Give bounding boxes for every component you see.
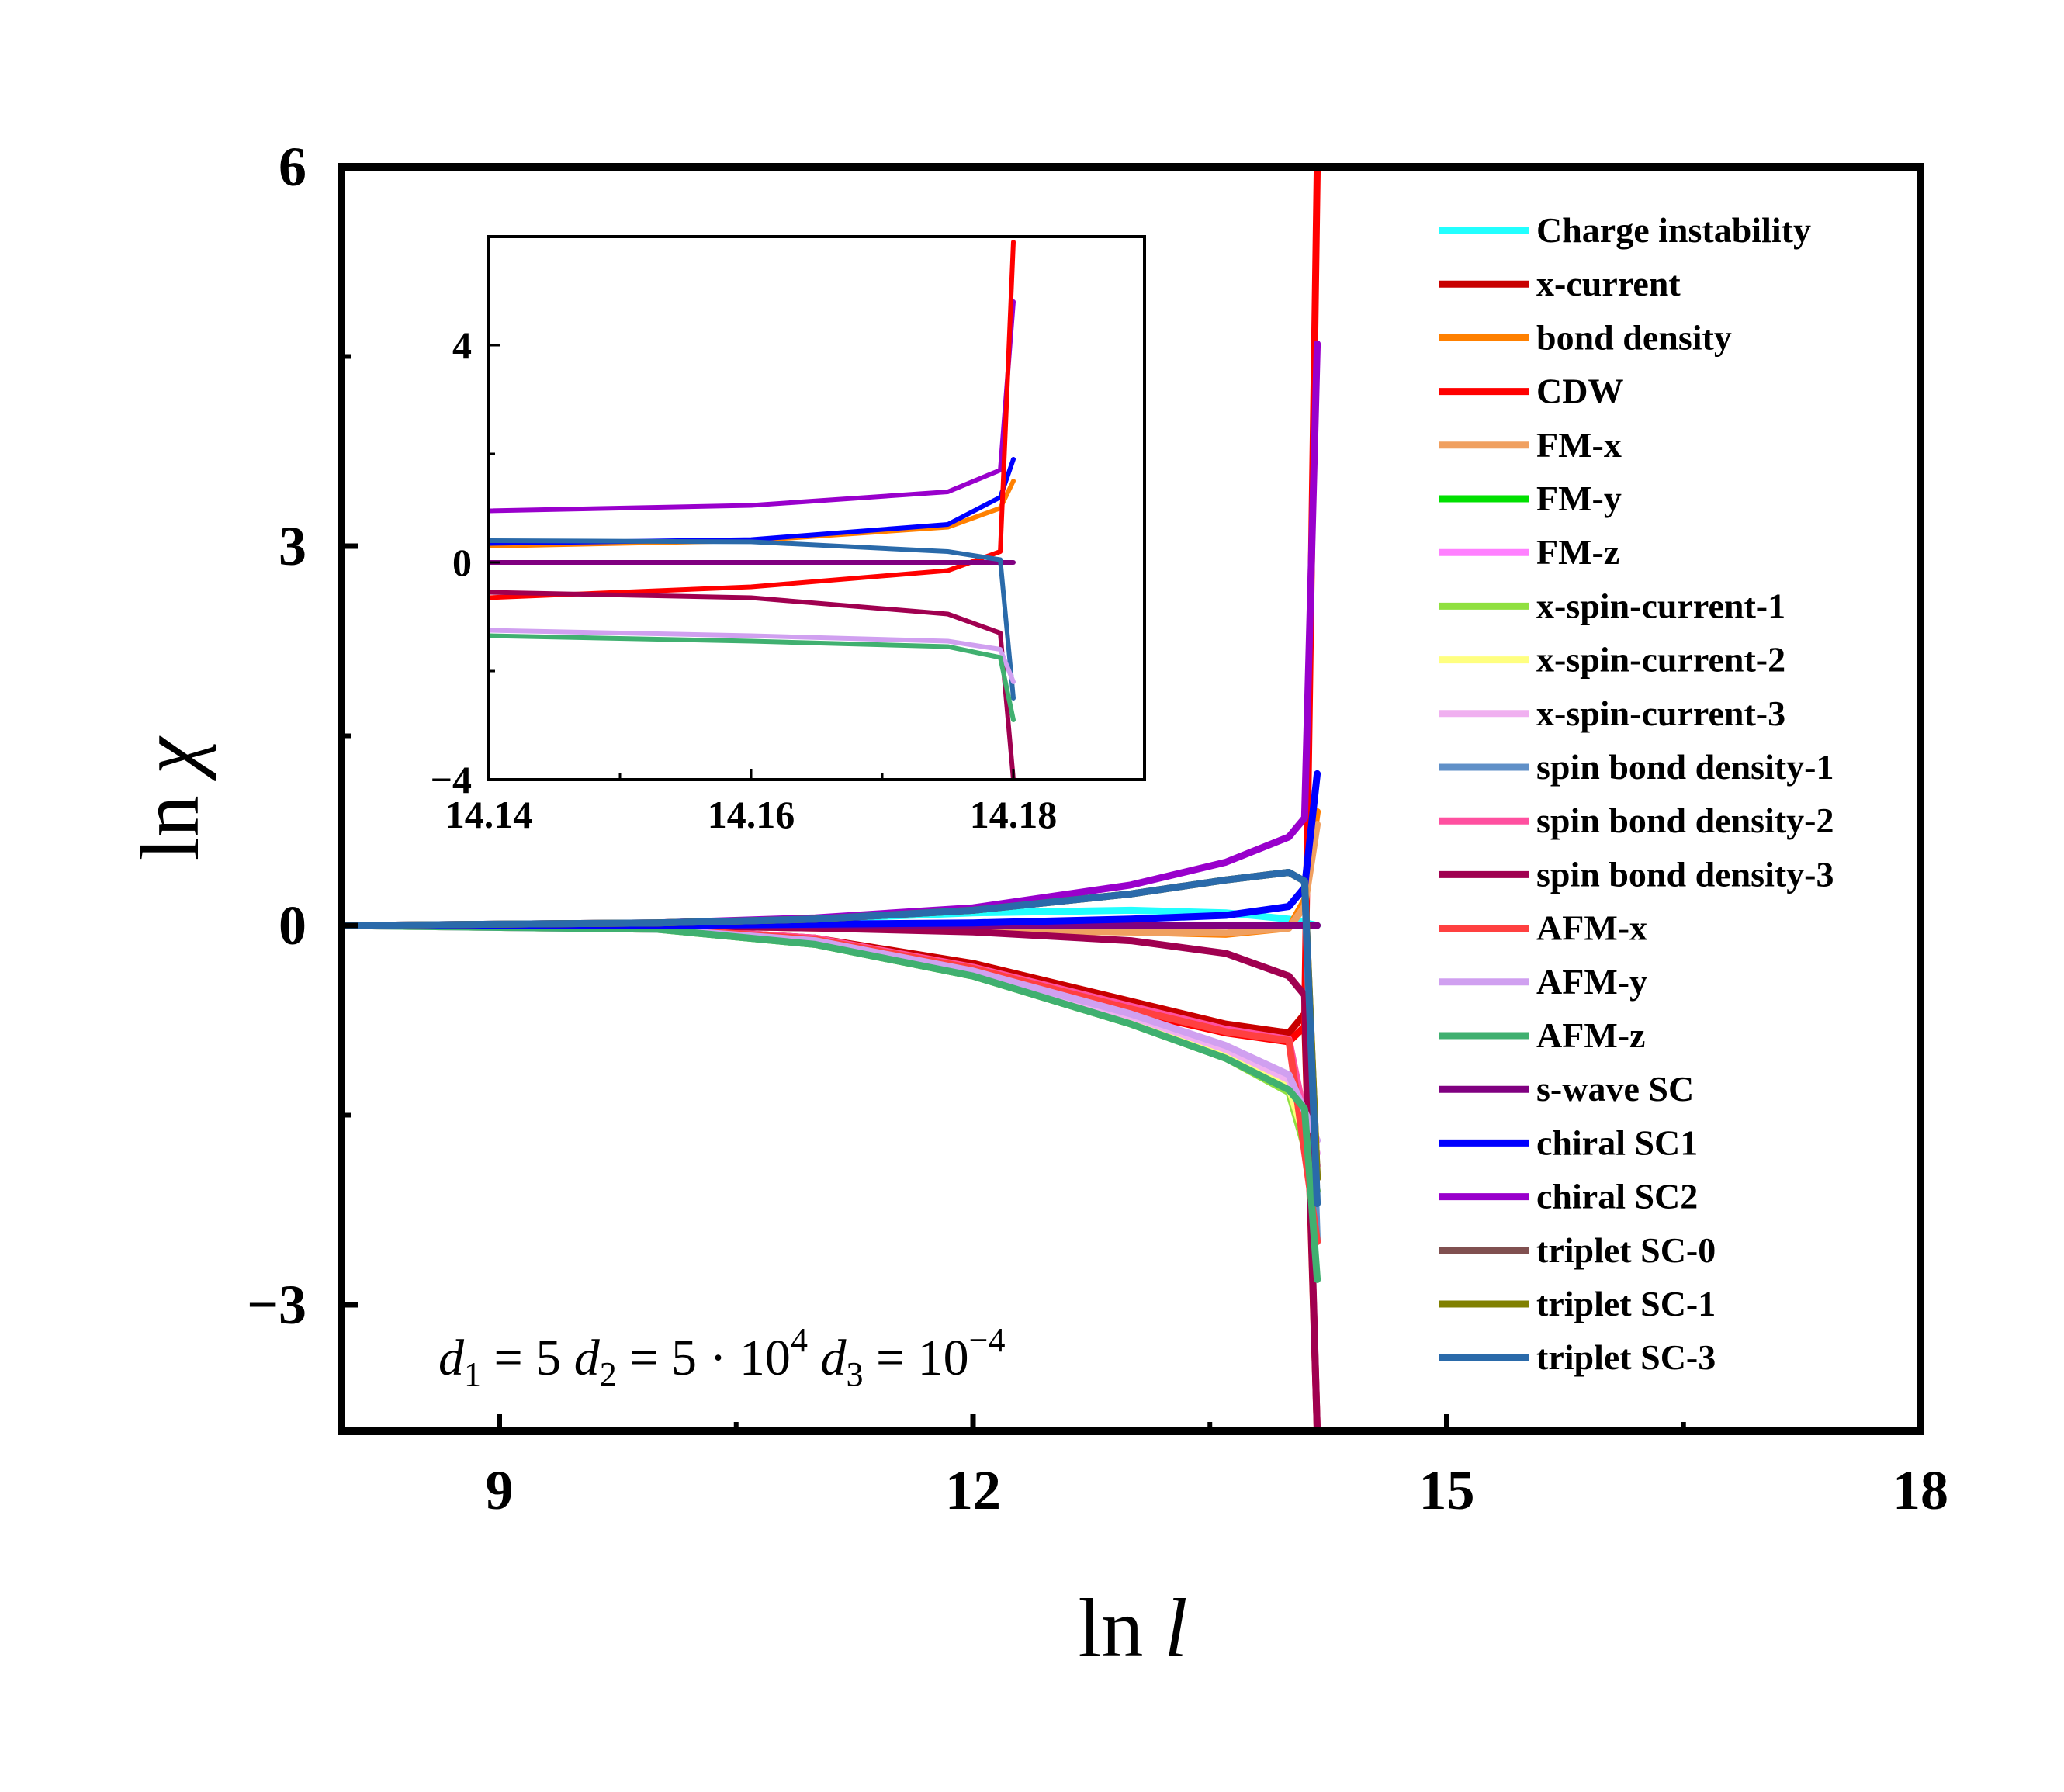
series-line-spin-bond-density-2 [341,922,1321,1182]
y-tick-label: 3 [279,515,306,577]
legend-item-x-spin-current-3: x-spin-current-3 [1439,694,1785,733]
legend-label: triplet SC-3 [1536,1337,1716,1377]
legend-label: AFM-x [1536,908,1647,948]
legend-item-chiral-sc2: chiral SC2 [1439,1177,1698,1216]
legend-item-x-spin-current-1: x-spin-current-1 [1439,586,1785,625]
annot-d1: d [438,1330,465,1386]
inset-y-tick-label: 0 [452,541,472,584]
legend-label: CDW [1536,372,1623,411]
series-line-afm-x [341,922,1321,1245]
legend: Charge instability x-current bond density C… [1439,210,1834,1377]
legend-item-afm-z: AFM-z [1439,1015,1645,1055]
legend-label: spin bond density-3 [1536,854,1834,894]
legend-item-cdw: CDW [1439,372,1623,411]
legend-label: AFM-y [1536,962,1647,1002]
x-tick-label: 12 [945,1459,1001,1521]
legend-label: bond density [1536,317,1732,357]
inset-y-tick-label: 4 [452,323,472,367]
annot-eq1: = 5 [481,1330,574,1386]
annot-sub2: 2 [600,1355,617,1393]
inset-axis-ticks: 14.14 14.16 14.18 −4 0 4 [431,323,1146,836]
y-tick-label: 6 [279,136,306,198]
annot-d3: d [808,1330,847,1386]
legend-label: spin bond density-2 [1536,801,1834,840]
inset-series-line-cdw [489,240,1016,600]
main-plot-frame [338,163,1924,1435]
inset-x-tick-label: 14.14 [445,793,533,836]
x-tick-label: 15 [1419,1459,1475,1521]
inset-y-tick-label: −4 [431,758,473,801]
series-line-fm-y [341,922,1321,1182]
legend-item-triplet-sc-0: triplet SC-0 [1439,1230,1716,1270]
main-plot-lines [341,167,1321,1431]
x-axis-title-var: l [1165,1583,1188,1675]
legend-item-spin-bond-density-1: spin bond density-1 [1439,747,1834,787]
legend-item-x-spin-current-2: x-spin-current-2 [1439,640,1785,680]
legend-label: triplet SC-0 [1536,1230,1716,1270]
inset-series-line-afm-z [489,633,1016,722]
legend-item-afm-x: AFM-x [1439,908,1647,948]
x-tick-label: 9 [486,1459,514,1521]
legend-item-bond-density: bond density [1439,317,1732,357]
y-axis-title-ln: ln [124,774,216,860]
legend-label: spin bond density-1 [1536,747,1834,787]
legend-item-triplet-sc-1: triplet SC-1 [1439,1284,1716,1323]
annot-eq3: = 10 [863,1330,968,1386]
x-tick-label: 18 [1893,1459,1948,1521]
y-tick-label: −3 [247,1274,306,1336]
annot-sup2: 4 [791,1321,808,1359]
y-axis-title: ln χ [124,735,216,860]
legend-item-charge-instability: Charge instability [1439,210,1811,250]
y-axis-title-var: χ [124,735,216,781]
series-line-afm-z [341,922,1321,1283]
annot-eq2: = 5 · 10 [617,1330,791,1386]
legend-item-s-wave-sc: s-wave SC [1439,1069,1694,1109]
x-axis-title-ln: ln [1078,1583,1164,1675]
legend-label: AFM-z [1536,1015,1645,1055]
annot-sub3: 3 [846,1355,863,1393]
legend-label: FM-y [1536,479,1622,518]
legend-item-triplet-sc-3: triplet SC-3 [1439,1337,1716,1377]
annot-sub1: 1 [464,1355,481,1393]
legend-label: chiral SC2 [1536,1177,1698,1216]
legend-label: s-wave SC [1536,1069,1694,1109]
x-axis-title: ln l [1078,1583,1187,1675]
legend-label: x-current [1536,264,1681,303]
parameter-annotation: d1 = 5 d2 = 5 · 104 d3 = 10−4 [438,1321,1006,1393]
annot-sup3: −4 [969,1321,1006,1359]
legend-label: x-spin-current-2 [1536,640,1785,680]
legend-item-x-current: x-current [1439,264,1681,303]
legend-label: x-spin-current-1 [1536,586,1785,625]
inset-x-tick-label: 14.18 [970,793,1058,836]
legend-item-fm-z: FM-z [1439,532,1619,572]
inset-series-line-triplet-sc-3 [489,538,1016,701]
legend-item-afm-y: AFM-y [1439,962,1647,1002]
legend-label: x-spin-current-3 [1536,694,1785,733]
legend-label: FM-z [1536,532,1619,572]
legend-item-spin-bond-density-2: spin bond density-2 [1439,801,1834,840]
legend-label: Charge instability [1536,210,1811,250]
series-line-x-spin-current-2 [341,922,1321,1182]
series-line-triplet-sc-3 [341,869,1321,1208]
inset-frame [487,235,1146,781]
series-line-fm-z [341,922,1321,1170]
legend-item-spin-bond-density-3: spin bond density-3 [1439,854,1834,894]
legend-item-fm-x: FM-x [1439,425,1622,465]
legend-item-fm-y: FM-y [1439,479,1622,518]
legend-label: FM-x [1536,425,1622,465]
inset-x-tick-label: 14.16 [708,793,795,836]
inset-plot-lines [489,240,1016,780]
series-line-x-spin-current-1 [341,922,1321,1195]
inset-series-line-afm-y [489,628,1016,684]
y-tick-label: 0 [279,894,306,957]
legend-label: triplet SC-1 [1536,1284,1716,1323]
inset-panel: 14.14 14.16 14.18 −4 0 4 [431,235,1146,836]
legend-item-chiral-sc1: chiral SC1 [1439,1123,1698,1162]
legend-label: chiral SC1 [1536,1123,1698,1162]
annot-d2: d [574,1330,601,1386]
